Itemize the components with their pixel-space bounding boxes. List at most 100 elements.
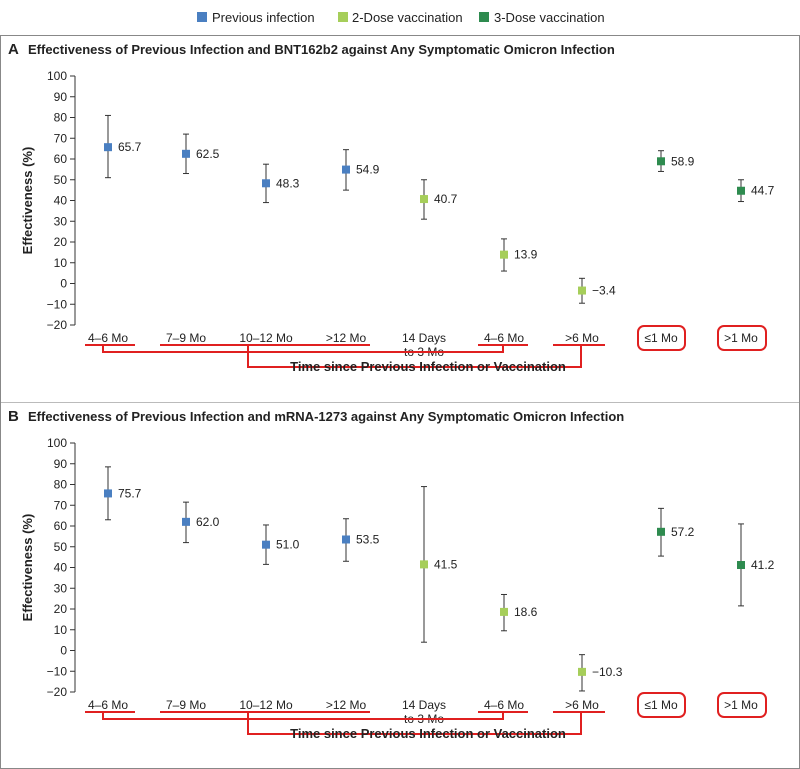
x-category-label: >12 Mo bbox=[326, 698, 367, 712]
chart-b: −20 −10 0 10 20 30 40 50 60 70 80 90 100 Effectivenes… bbox=[20, 436, 775, 741]
data-value-label: 13.9 bbox=[514, 248, 538, 262]
x-axis-label: Time since Previous Infection or Vaccina… bbox=[290, 359, 566, 374]
data-point bbox=[182, 149, 190, 158]
y-tick-label: −20 bbox=[47, 318, 68, 332]
highlight-bracket bbox=[102, 712, 504, 720]
y-tick-label: 70 bbox=[54, 498, 68, 512]
highlight-box bbox=[637, 325, 686, 351]
svg-text:4–6 Mo: 4–6 Mo bbox=[88, 698, 128, 712]
y-tick-label: 90 bbox=[54, 457, 68, 471]
data-point bbox=[262, 179, 270, 188]
y-tick-label: 30 bbox=[54, 214, 68, 228]
data-point bbox=[500, 607, 508, 616]
legend-label-previous-infection: Previous infection bbox=[212, 10, 315, 25]
data-point bbox=[737, 561, 745, 570]
svg-text:≤1 Mo: ≤1 Mo bbox=[644, 698, 678, 712]
y-tick-label: 70 bbox=[54, 131, 68, 145]
svg-text:>12 Mo: >12 Mo bbox=[326, 698, 367, 712]
y-tick-label: −10 bbox=[47, 664, 68, 678]
legend-label-2-dose: 2-Dose vaccination bbox=[352, 10, 463, 25]
data-value-label: 44.7 bbox=[751, 184, 775, 198]
x-category-label: 4–6 Mo bbox=[88, 698, 128, 712]
y-axis-label: Effectiveness (%) bbox=[20, 514, 35, 622]
y-tick-label: 50 bbox=[54, 173, 68, 187]
x-category-label: 4–6 Mo bbox=[484, 331, 524, 345]
y-tick-label: 80 bbox=[54, 111, 68, 125]
data-value-label: 54.9 bbox=[356, 163, 380, 177]
x-category-label: 4–6 Mo bbox=[88, 331, 128, 345]
data-value-label: 53.5 bbox=[356, 532, 380, 546]
data-point bbox=[342, 165, 350, 174]
highlight-box bbox=[717, 325, 767, 351]
y-tick-label: 0 bbox=[60, 644, 67, 658]
data-value-label: 41.5 bbox=[434, 557, 458, 571]
y-tick-label: 50 bbox=[54, 540, 68, 554]
highlight-bracket bbox=[247, 345, 582, 368]
highlight-bracket bbox=[247, 712, 582, 735]
data-value-label: 58.9 bbox=[671, 154, 695, 168]
panel-b-title: Effectiveness of Previous Infection and … bbox=[28, 409, 625, 424]
x-category-label: >1 Mo bbox=[724, 331, 758, 345]
data-point bbox=[262, 540, 270, 549]
data-point bbox=[182, 517, 190, 526]
x-category-label: 10–12 Mo bbox=[239, 331, 293, 345]
y-tick-label: 90 bbox=[54, 90, 68, 104]
x-axis-label: Time since Previous Infection or Vaccina… bbox=[290, 726, 566, 741]
y-tick-label: 60 bbox=[54, 152, 68, 166]
panel-letter-b: B bbox=[8, 408, 19, 425]
y-tick-label: 100 bbox=[47, 436, 67, 450]
svg-text:7–9 Mo: 7–9 Mo bbox=[166, 698, 206, 712]
data-value-label: 62.0 bbox=[196, 515, 220, 529]
x-category-label: >6 Mo bbox=[565, 331, 599, 345]
y-axis-label: Effectiveness (%) bbox=[20, 147, 35, 255]
data-point bbox=[104, 143, 112, 152]
svg-text:7–9 Mo: 7–9 Mo bbox=[166, 331, 206, 345]
svg-text:≤1 Mo: ≤1 Mo bbox=[644, 331, 678, 345]
x-category-label: >6 Mo bbox=[565, 698, 599, 712]
data-value-label: 57.2 bbox=[671, 525, 695, 539]
panel-letter-a: A bbox=[8, 41, 19, 58]
y-tick-label: 10 bbox=[54, 623, 68, 637]
y-tick-label: 10 bbox=[54, 256, 68, 270]
x-category-label: 4–6 Mo bbox=[484, 698, 524, 712]
y-tick-label: 30 bbox=[54, 581, 68, 595]
y-tick-label: 20 bbox=[54, 602, 68, 616]
svg-text:10–12 Mo: 10–12 Mo bbox=[239, 331, 293, 345]
y-tick-label: −20 bbox=[47, 685, 68, 699]
x-category-label: 7–9 Mo bbox=[166, 331, 206, 345]
x-category-label: ≤1 Mo bbox=[644, 698, 678, 712]
svg-text:14 Days: 14 Days bbox=[402, 331, 446, 345]
legend-swatch-2-dose bbox=[338, 12, 348, 22]
data-point bbox=[500, 250, 508, 259]
svg-text:>6 Mo: >6 Mo bbox=[565, 331, 599, 345]
y-tick-label: 40 bbox=[54, 194, 68, 208]
panel-b: B Effectiveness of Previous Infection an… bbox=[0, 402, 800, 769]
data-value-label: 65.7 bbox=[118, 140, 142, 154]
data-value-label: 48.3 bbox=[276, 176, 300, 190]
data-point bbox=[420, 195, 428, 204]
data-point bbox=[737, 186, 745, 195]
y-tick-label: 100 bbox=[47, 69, 67, 83]
panel-a: A Effectiveness of Previous Infection an… bbox=[0, 35, 800, 404]
data-value-label: 41.2 bbox=[751, 558, 775, 572]
svg-text:14 Days: 14 Days bbox=[402, 698, 446, 712]
x-category-label: 10–12 Mo bbox=[239, 698, 293, 712]
svg-text:>1 Mo: >1 Mo bbox=[724, 698, 758, 712]
y-tick-label: 60 bbox=[54, 519, 68, 533]
svg-text:4–6 Mo: 4–6 Mo bbox=[484, 331, 524, 345]
data-point bbox=[342, 535, 350, 544]
y-tick-label: 40 bbox=[54, 561, 68, 575]
x-category-label: >12 Mo bbox=[326, 331, 367, 345]
svg-text:10–12 Mo: 10–12 Mo bbox=[239, 698, 293, 712]
legend-label-3-dose: 3-Dose vaccination bbox=[494, 10, 605, 25]
data-point bbox=[104, 489, 112, 498]
chart-a: −20 −10 0 10 20 30 40 50 60 70 80 90 100 Effectivenes… bbox=[20, 69, 775, 374]
x-category-label: ≤1 Mo bbox=[644, 331, 678, 345]
data-point bbox=[420, 560, 428, 569]
y-tick-label: 20 bbox=[54, 235, 68, 249]
data-value-label: 18.6 bbox=[514, 605, 538, 619]
panel-a-title: Effectiveness of Previous Infection and … bbox=[28, 42, 615, 57]
data-point bbox=[657, 527, 665, 536]
